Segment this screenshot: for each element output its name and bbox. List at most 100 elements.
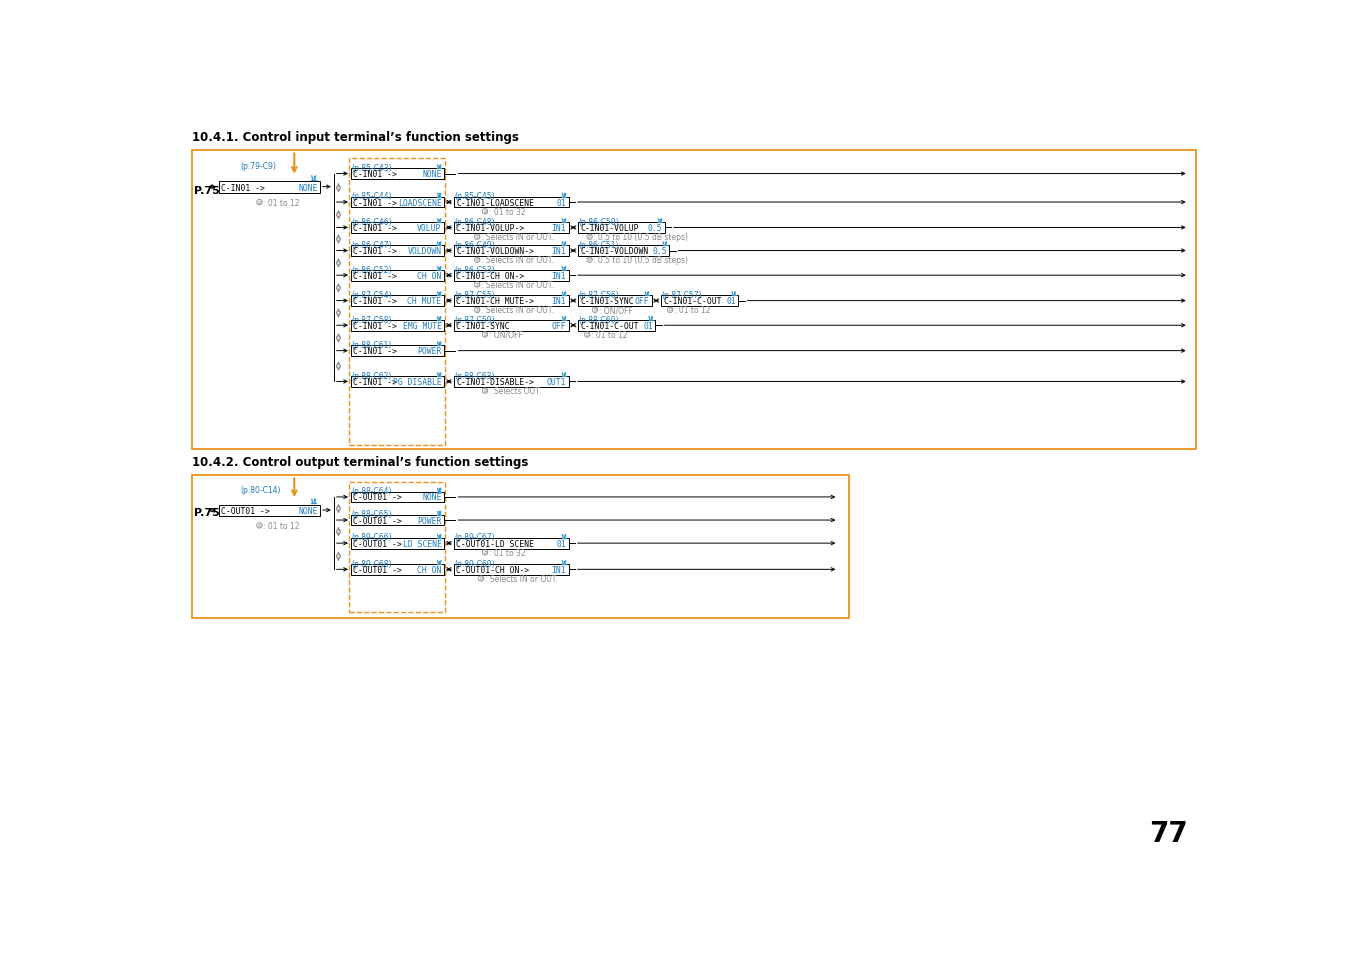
Text: P: P [338, 261, 340, 266]
Text: C-OUT01 ->: C-OUT01 -> [354, 493, 406, 502]
Text: : 01 to 32: : 01 to 32 [489, 548, 525, 558]
Text: P: P [483, 333, 487, 337]
Text: P: P [483, 210, 487, 214]
Text: (p.86-C47): (p.86-C47) [351, 240, 391, 250]
Text: : 0.5 to 10 (0.5 dB steps): : 0.5 to 10 (0.5 dB steps) [594, 256, 688, 265]
Text: P: P [475, 235, 479, 240]
Text: EMG MUTE: EMG MUTE [402, 321, 441, 331]
Text: CH ON: CH ON [417, 272, 441, 280]
Text: (p.88-C65): (p.88-C65) [351, 510, 391, 518]
Text: PG DISABLE: PG DISABLE [393, 377, 441, 387]
Text: 01: 01 [556, 198, 566, 208]
Text: C-IN01 ->: C-IN01 -> [221, 183, 270, 193]
Text: : 01 to 12: : 01 to 12 [263, 521, 300, 531]
Text: C-IN01 ->: C-IN01 -> [354, 247, 402, 255]
Bar [351, 492, 444, 503]
Bar [454, 223, 568, 233]
Text: OUT1: OUT1 [547, 377, 566, 387]
Text: POWER: POWER [417, 347, 441, 355]
Bar [348, 482, 446, 613]
Text: NONE: NONE [298, 506, 317, 516]
Text: LOADSCENE: LOADSCENE [398, 198, 441, 208]
Text: P: P [258, 200, 262, 205]
Text: P: P [587, 258, 591, 263]
Text: P: P [475, 283, 479, 288]
Text: (p.88-C61): (p.88-C61) [351, 340, 391, 350]
Text: C-IN01 ->: C-IN01 -> [354, 170, 402, 179]
Bar [351, 516, 444, 526]
Text: C-IN01-VOLUP: C-IN01-VOLUP [580, 224, 639, 233]
Text: (p.87-C57): (p.87-C57) [662, 291, 702, 299]
Text: : 01 to 12: : 01 to 12 [591, 331, 628, 339]
Text: CH MUTE: CH MUTE [408, 296, 441, 306]
Bar [351, 197, 444, 208]
Text: (p.86-C49): (p.86-C49) [454, 240, 494, 250]
Text: (p.87-C55): (p.87-C55) [454, 291, 494, 299]
Text: P: P [479, 577, 483, 581]
Text: (p.89-C67): (p.89-C67) [454, 533, 494, 542]
Text: C-OUT01-CH ON->: C-OUT01-CH ON-> [456, 565, 535, 575]
Bar [454, 538, 568, 549]
Text: C-IN01-DISABLE->: C-IN01-DISABLE-> [456, 377, 535, 387]
Text: (p.89-C69): (p.89-C69) [454, 559, 494, 568]
Text: C-OUT01 ->: C-OUT01 -> [221, 506, 275, 516]
Text: : Selects IN or OUT.: : Selects IN or OUT. [485, 575, 558, 583]
Text: P: P [338, 364, 340, 369]
Bar [348, 159, 446, 446]
Text: : ON/OFF: : ON/OFF [599, 306, 633, 315]
Bar [662, 295, 738, 307]
Text: C-IN01-VOLDOWN->: C-IN01-VOLDOWN-> [456, 247, 535, 255]
Text: : Selects IN or OUT.: : Selects IN or OUT. [481, 233, 554, 242]
Text: P.75: P.75 [193, 508, 219, 517]
Text: (p.88-C60): (p.88-C60) [578, 315, 618, 324]
Bar [454, 271, 568, 281]
Text: NONE: NONE [423, 493, 441, 502]
Bar [219, 505, 320, 517]
Text: (p.85-C45): (p.85-C45) [454, 193, 494, 201]
Text: OFF: OFF [634, 296, 649, 306]
Text: : Selects IN or OUT.: : Selects IN or OUT. [481, 306, 554, 315]
Text: (p.89-C68): (p.89-C68) [351, 559, 391, 568]
Text: P: P [258, 523, 262, 528]
Text: IN1: IN1 [552, 272, 566, 280]
Bar [192, 476, 849, 618]
Bar [351, 346, 444, 356]
Text: : 01 to 12: : 01 to 12 [674, 306, 710, 315]
Text: P: P [586, 333, 589, 337]
Text: (p.80-C14): (p.80-C14) [240, 485, 281, 495]
Text: 10.4.2. Control output terminal’s function settings: 10.4.2. Control output terminal’s functi… [192, 456, 528, 469]
Text: : 01 to 12: : 01 to 12 [263, 198, 300, 208]
Text: OFF: OFF [552, 321, 566, 331]
Bar [578, 223, 664, 233]
Text: : Selects IN or OUT.: : Selects IN or OUT. [481, 256, 554, 265]
Text: : ON/OFF: : ON/OFF [489, 331, 522, 339]
Text: (p.87-C58): (p.87-C58) [351, 315, 391, 324]
Bar [454, 376, 568, 388]
Text: (p.86-C50): (p.86-C50) [578, 217, 618, 227]
Text: C-IN01-C-OUT: C-IN01-C-OUT [580, 321, 639, 331]
Text: C-IN01-VOLUP->: C-IN01-VOLUP-> [456, 224, 529, 233]
Text: P: P [338, 530, 340, 535]
Text: (p.88-C63): (p.88-C63) [454, 372, 494, 380]
Text: 77: 77 [1149, 820, 1188, 847]
Text: P: P [338, 554, 340, 559]
Text: (p.87-C54): (p.87-C54) [351, 291, 391, 299]
Bar [351, 564, 444, 575]
Bar [351, 223, 444, 233]
Text: C-IN01-C-OUT: C-IN01-C-OUT [663, 296, 722, 306]
Bar [454, 320, 568, 332]
Text: P: P [483, 389, 487, 394]
Bar [578, 320, 656, 332]
Text: : Selects IN or OUT.: : Selects IN or OUT. [481, 280, 554, 290]
Text: P: P [338, 186, 340, 192]
Bar [454, 295, 568, 307]
Text: 0.5: 0.5 [648, 224, 663, 233]
Text: C-OUT01-LD SCENE: C-OUT01-LD SCENE [456, 539, 535, 548]
Text: C-OUT01 ->: C-OUT01 -> [354, 539, 406, 548]
Text: VOLUP: VOLUP [417, 224, 441, 233]
Text: 0.5: 0.5 [652, 247, 667, 255]
Text: (p.85-C44): (p.85-C44) [351, 193, 391, 201]
Text: : 01 to 32: : 01 to 32 [489, 208, 525, 216]
Text: P: P [593, 308, 597, 313]
Text: P: P [338, 506, 340, 512]
